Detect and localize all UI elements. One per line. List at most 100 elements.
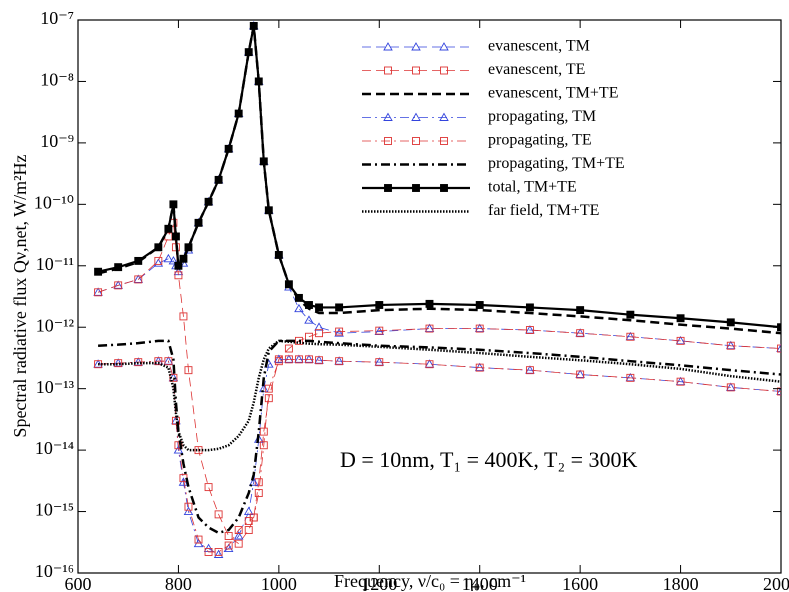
legend-marker — [384, 66, 392, 75]
marker — [777, 344, 781, 353]
legend-marker — [412, 137, 420, 145]
marker — [525, 303, 534, 312]
marker — [576, 370, 585, 379]
y-tick-label: 10⁻¹¹ — [36, 254, 74, 274]
legend-marker — [384, 184, 392, 192]
marker — [179, 312, 188, 321]
marker — [184, 502, 193, 511]
legend-marker — [383, 42, 393, 51]
plot-area — [93, 21, 781, 558]
legend-label: total, TM+TE — [488, 179, 577, 196]
marker — [93, 287, 103, 296]
marker — [294, 336, 303, 345]
marker — [475, 301, 484, 309]
legend-marker — [383, 112, 393, 121]
x-axis-label: Frequency, ν/c₀ = η₀, cm⁻¹ — [334, 571, 526, 591]
marker — [305, 355, 313, 364]
marker — [284, 355, 293, 364]
marker — [675, 376, 686, 386]
marker — [174, 271, 183, 280]
marker — [114, 359, 123, 368]
y-tick-label: 10⁻¹⁶ — [35, 561, 74, 581]
marker — [777, 387, 781, 396]
y-tick-label: 10⁻¹³ — [36, 377, 75, 397]
marker — [153, 258, 164, 267]
x-tick-label: 1400 — [462, 574, 498, 592]
x-tick-label: 600 — [65, 574, 92, 592]
marker — [113, 280, 123, 289]
marker — [248, 477, 259, 486]
marker — [274, 251, 283, 259]
marker — [576, 306, 585, 315]
marker — [114, 281, 123, 290]
legend-marker — [411, 112, 421, 121]
marker — [315, 356, 323, 365]
marker — [259, 441, 268, 450]
marker — [234, 539, 243, 548]
marker — [375, 326, 384, 335]
marker — [254, 77, 263, 86]
marker — [94, 288, 103, 297]
marker — [284, 354, 294, 363]
x-tick-label: 1000 — [261, 574, 297, 592]
x-tick-label: 1800 — [663, 574, 699, 592]
marker — [154, 243, 163, 252]
marker — [264, 384, 273, 393]
marker — [284, 280, 293, 289]
y-tick-label: 10⁻⁹ — [40, 131, 74, 151]
marker — [174, 261, 183, 270]
marker — [214, 510, 223, 519]
legend-label: propagating, TE — [488, 132, 592, 149]
marker — [214, 175, 223, 184]
marker — [294, 303, 304, 313]
legend-marker — [440, 184, 448, 192]
legend-marker — [439, 112, 449, 121]
annotation: D = 10nm, T₁ = 400K, T₂ = 300K — [340, 447, 638, 472]
marker — [726, 341, 735, 350]
marker — [335, 303, 344, 312]
y-tick-label: 10⁻⁸ — [40, 70, 74, 90]
marker — [171, 232, 180, 241]
marker — [375, 358, 384, 367]
marker — [233, 531, 244, 540]
marker — [264, 394, 273, 403]
marker — [134, 275, 143, 284]
marker — [335, 327, 344, 336]
marker — [214, 548, 223, 556]
marker — [525, 325, 535, 334]
marker — [224, 532, 233, 540]
marker — [576, 329, 585, 338]
marker — [475, 363, 484, 372]
marker — [163, 356, 174, 365]
marker — [114, 263, 123, 272]
y-axis-label: Spectral radiative flux Qν,net, W/m²Hz — [10, 154, 30, 437]
marker — [163, 253, 174, 263]
marker — [259, 427, 268, 436]
y-tick-label: 10⁻⁷ — [40, 8, 74, 28]
marker — [94, 267, 103, 276]
legend-label: propagating, TM — [488, 108, 596, 125]
marker — [213, 549, 224, 558]
marker — [234, 526, 243, 535]
series-line — [97, 25, 781, 335]
x-tick-label: 2000 — [763, 574, 789, 592]
legend-marker — [440, 137, 448, 145]
legend-marker — [384, 137, 392, 145]
marker — [314, 322, 324, 331]
marker — [254, 489, 263, 498]
marker — [776, 343, 781, 352]
marker — [259, 383, 269, 393]
marker — [194, 218, 203, 227]
y-tick-label: 10⁻¹⁴ — [35, 438, 74, 458]
marker — [726, 383, 735, 392]
x-tick-label: 1600 — [562, 574, 598, 592]
x-tick-label: 1200 — [361, 574, 397, 592]
marker — [154, 357, 163, 366]
marker — [244, 526, 253, 535]
marker — [179, 254, 188, 263]
marker — [676, 314, 685, 323]
marker — [234, 109, 243, 118]
marker — [424, 359, 435, 368]
marker — [294, 293, 303, 302]
